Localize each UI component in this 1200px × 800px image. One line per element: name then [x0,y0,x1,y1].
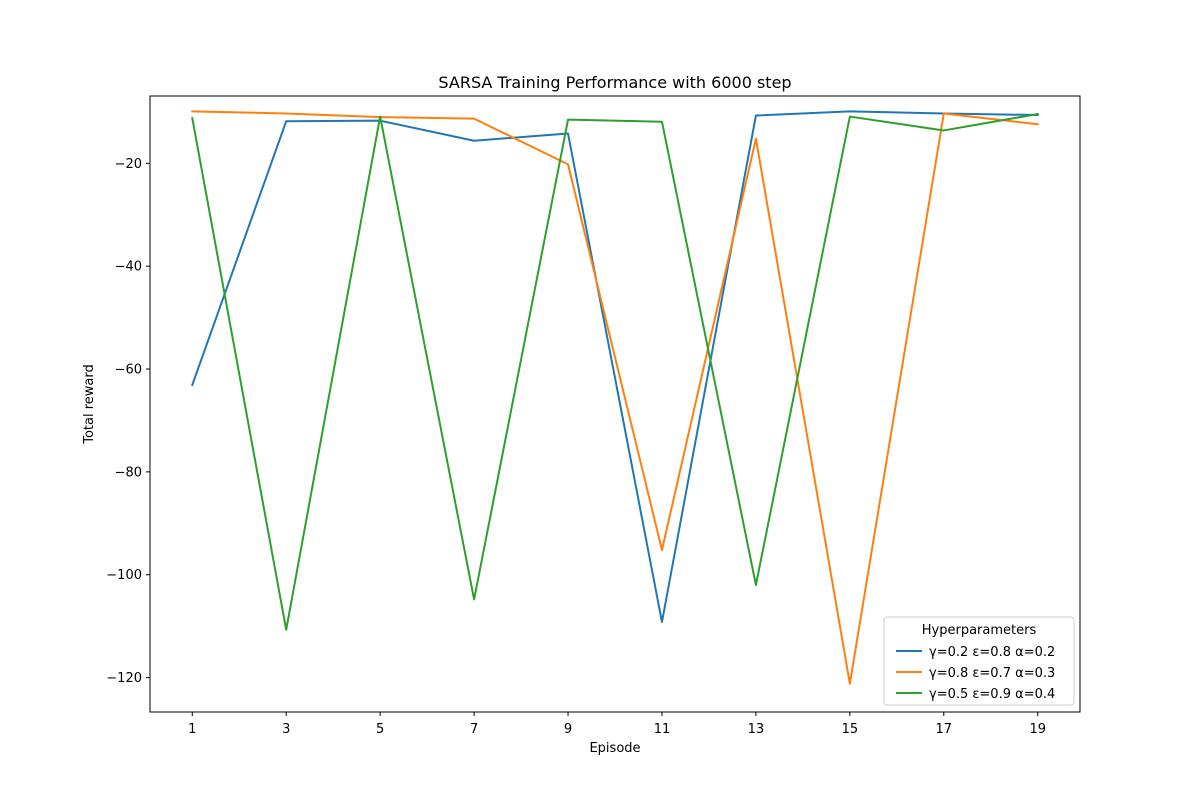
legend-label-3: γ=0.5 ε=0.9 α=0.4 [929,687,1055,702]
x-tick-label: 5 [376,722,384,737]
legend-box [883,616,1075,706]
y-axis: −120 −100 −80 −60 −40 −20 [106,157,150,686]
y-tick-label: −40 [115,260,142,275]
x-tick-label: 17 [936,722,953,737]
x-tick-label: 13 [748,722,765,737]
x-tick-label: 11 [654,722,671,737]
y-tick-label: −80 [115,465,142,480]
legend-title: Hyperparameters [922,623,1037,638]
plot-frame [149,95,1081,713]
x-tick-label: 7 [470,722,478,737]
y-tick-label: −100 [106,568,142,583]
series-line-3 [191,112,1039,631]
y-tick-label: −60 [115,363,142,378]
x-tick-label: 19 [1029,722,1046,737]
x-axis-label: Episode [589,741,640,756]
x-tick-label: 3 [282,722,290,737]
x-tick-label: 15 [842,722,859,737]
chart-title: SARSA Training Performance with 6000 ste… [438,73,791,92]
series-line-2 [191,110,1039,685]
legend: Hyperparameters γ=0.2 ε=0.8 α=0.2 γ=0.8 ε… [883,616,1075,706]
y-axis-label: Total reward [82,364,97,445]
x-axis: 1 3 5 7 9 11 13 15 17 19 [188,712,1046,737]
y-tick-label: −120 [106,671,142,686]
x-tick-label: 1 [188,722,196,737]
y-tick-label: −20 [115,157,142,172]
legend-label-2: γ=0.8 ε=0.7 α=0.3 [929,666,1055,681]
legend-label-1: γ=0.2 ε=0.8 α=0.2 [929,645,1055,660]
series-group [190,110,1039,685]
x-tick-label: 9 [564,722,572,737]
series-line-1 [190,110,1039,624]
